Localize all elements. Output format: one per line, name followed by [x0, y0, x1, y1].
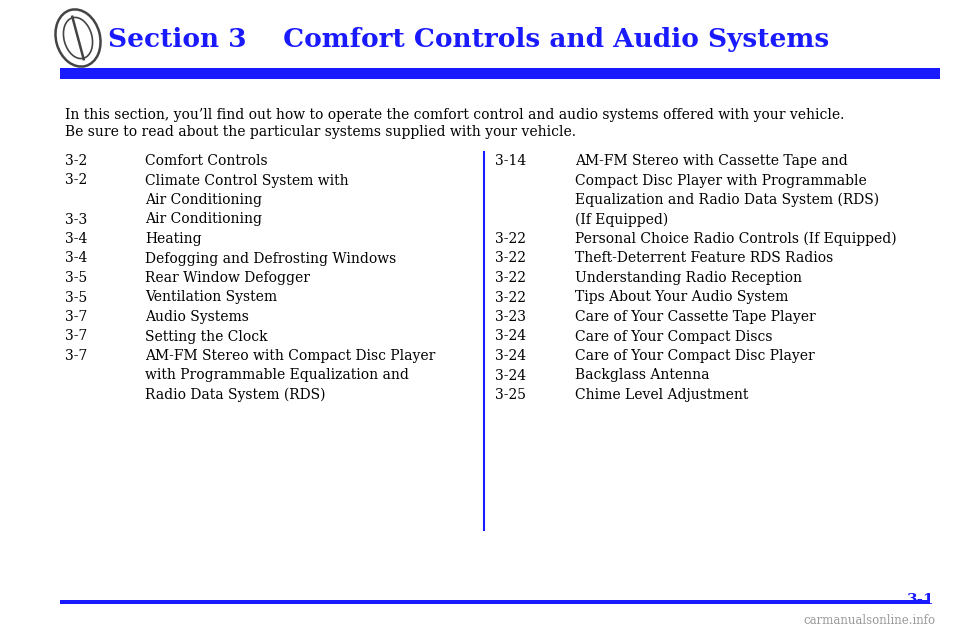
- Text: Comfort Controls: Comfort Controls: [145, 154, 268, 168]
- Text: 3-2: 3-2: [65, 154, 87, 168]
- Text: Radio Data System (RDS): Radio Data System (RDS): [145, 388, 325, 403]
- Text: 3-24: 3-24: [495, 369, 526, 383]
- Text: Compact Disc Player with Programmable: Compact Disc Player with Programmable: [575, 173, 867, 188]
- Text: Heating: Heating: [145, 232, 202, 246]
- Text: Care of Your Compact Discs: Care of Your Compact Discs: [575, 330, 773, 344]
- Text: carmanualsonline.info: carmanualsonline.info: [803, 614, 935, 627]
- Text: Care of Your Cassette Tape Player: Care of Your Cassette Tape Player: [575, 310, 816, 324]
- Text: 3-1: 3-1: [907, 593, 935, 607]
- Text: Personal Choice Radio Controls (If Equipped): Personal Choice Radio Controls (If Equip…: [575, 232, 897, 246]
- Text: Equalization and Radio Data System (RDS): Equalization and Radio Data System (RDS): [575, 193, 879, 207]
- Text: 3-23: 3-23: [495, 310, 526, 324]
- Text: Air Conditioning: Air Conditioning: [145, 212, 262, 227]
- Bar: [60, 600, 930, 604]
- Text: Setting the Clock: Setting the Clock: [145, 330, 268, 344]
- Text: Be sure to read about the particular systems supplied with your vehicle.: Be sure to read about the particular sys…: [65, 125, 576, 139]
- Text: 3-7: 3-7: [65, 310, 87, 324]
- Bar: [60, 68, 940, 79]
- Text: Defogging and Defrosting Windows: Defogging and Defrosting Windows: [145, 252, 396, 266]
- Text: 3-2: 3-2: [65, 173, 87, 188]
- Text: 3-22: 3-22: [495, 232, 526, 246]
- Text: Tips About Your Audio System: Tips About Your Audio System: [575, 291, 788, 305]
- Text: 3-24: 3-24: [495, 330, 526, 344]
- Text: Understanding Radio Reception: Understanding Radio Reception: [575, 271, 802, 285]
- Text: 3-4: 3-4: [65, 232, 87, 246]
- Text: Theft-Deterrent Feature RDS Radios: Theft-Deterrent Feature RDS Radios: [575, 252, 833, 266]
- Text: Audio Systems: Audio Systems: [145, 310, 249, 324]
- Text: Chime Level Adjustment: Chime Level Adjustment: [575, 388, 749, 402]
- Text: Rear Window Defogger: Rear Window Defogger: [145, 271, 310, 285]
- Text: 3-5: 3-5: [65, 291, 87, 305]
- Text: with Programmable Equalization and: with Programmable Equalization and: [145, 369, 409, 383]
- Text: Air Conditioning: Air Conditioning: [145, 193, 262, 207]
- Text: 3-14: 3-14: [495, 154, 526, 168]
- Text: 3-4: 3-4: [65, 252, 87, 266]
- Text: 3-5: 3-5: [65, 271, 87, 285]
- Text: 3-3: 3-3: [65, 212, 87, 227]
- Text: 3-22: 3-22: [495, 252, 526, 266]
- Text: Climate Control System with: Climate Control System with: [145, 173, 348, 188]
- Text: Section 3    Comfort Controls and Audio Systems: Section 3 Comfort Controls and Audio Sys…: [108, 28, 829, 52]
- Text: (If Equipped): (If Equipped): [575, 212, 668, 227]
- Text: Care of Your Compact Disc Player: Care of Your Compact Disc Player: [575, 349, 815, 363]
- Text: 3-22: 3-22: [495, 291, 526, 305]
- Text: Backglass Antenna: Backglass Antenna: [575, 369, 709, 383]
- Text: 3-25: 3-25: [495, 388, 526, 402]
- Text: 3-24: 3-24: [495, 349, 526, 363]
- Text: AM-FM Stereo with Cassette Tape and: AM-FM Stereo with Cassette Tape and: [575, 154, 848, 168]
- Text: 3-7: 3-7: [65, 330, 87, 344]
- Text: AM-FM Stereo with Compact Disc Player: AM-FM Stereo with Compact Disc Player: [145, 349, 436, 363]
- Text: 3-7: 3-7: [65, 349, 87, 363]
- Text: 3-22: 3-22: [495, 271, 526, 285]
- Text: In this section, you’ll find out how to operate the comfort control and audio sy: In this section, you’ll find out how to …: [65, 108, 845, 122]
- Text: Ventilation System: Ventilation System: [145, 291, 277, 305]
